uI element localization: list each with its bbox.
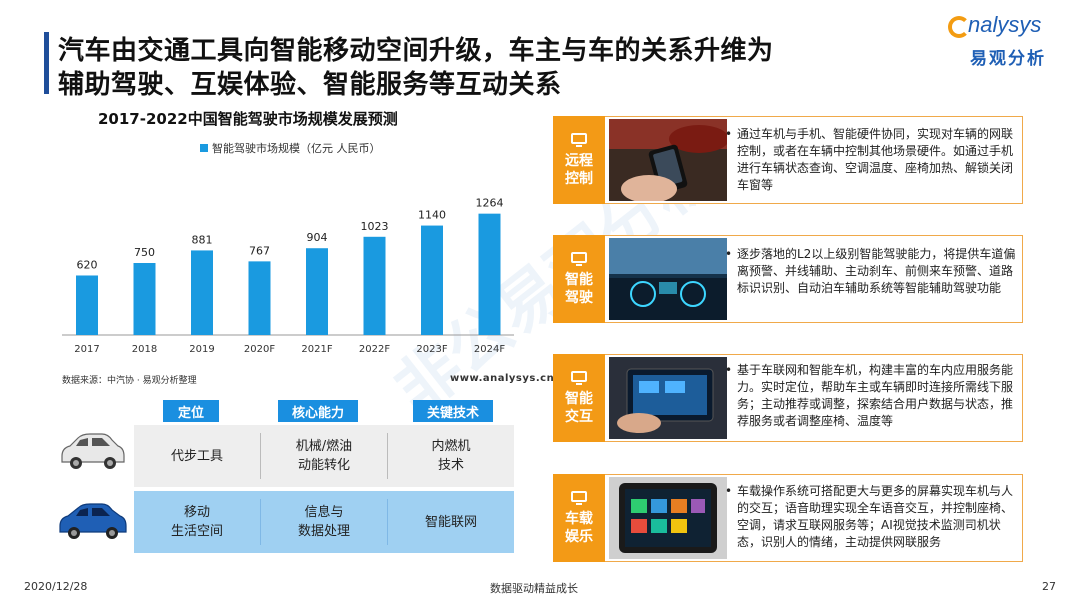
- entertainment-screen-image: [609, 477, 727, 559]
- data-label-2020F: 767: [249, 244, 270, 257]
- white-car-icon: [61, 433, 125, 469]
- row1-core-capability: 机械/燃油 动能转化: [295, 439, 353, 473]
- data-label-2018: 750: [134, 246, 155, 259]
- bar-chart: 620 2017 750 2018 881 2019 767 2020F 904 2021F 102…: [62, 197, 514, 355]
- blue-car-icon: [59, 503, 127, 539]
- panel-text-smart-driving: 逐步落地的L2以上级别智能驾驶能力，将提供车道偏离预警、并线辅助、主动刹车、前侧…: [725, 246, 1019, 297]
- screen-icon: [571, 490, 587, 505]
- divider: [260, 499, 261, 545]
- data-label-2024F: 1264: [476, 197, 504, 210]
- row1-key-tech: 内燃机 技术: [431, 439, 471, 473]
- table-header-core-capability: 核心能力: [278, 400, 358, 422]
- table-header-position: 定位: [163, 400, 219, 422]
- data-label-2023F: 1140: [418, 209, 446, 222]
- footer-date: 2020/12/28: [24, 580, 88, 593]
- divider: [387, 433, 388, 479]
- screen-icon: [571, 370, 587, 385]
- tick-label-2021F: 2021F: [301, 344, 332, 355]
- data-label-2021F: 904: [307, 231, 328, 244]
- screen-icon: [571, 251, 587, 266]
- data-label-2017: 620: [77, 258, 98, 271]
- table-row-1: 代步工具 机械/燃油 动能转化 内燃机 技术: [134, 425, 514, 487]
- logo-cn: 易观分析: [970, 49, 1046, 69]
- footer-page-number: 27: [1042, 580, 1056, 593]
- data-label-2022F: 1023: [361, 220, 389, 233]
- row2-core-capability: 信息与 数据处理: [297, 505, 350, 539]
- tick-label-2020F: 2020F: [244, 344, 275, 355]
- legend-label: 智能驾驶市场规模（亿元 人民币）: [212, 142, 381, 155]
- legend-swatch: [200, 144, 208, 152]
- data-label-2019: 881: [192, 233, 213, 246]
- tick-label-2017: 2017: [74, 344, 99, 355]
- table-row-2: 移动 生活空间 信息与 数据处理 智能联网: [134, 491, 514, 553]
- dashboard-image: [609, 238, 727, 320]
- touchscreen-image: [609, 357, 727, 439]
- panel-tab-smart-interaction: 智能 交互: [553, 354, 605, 442]
- logo-text: nalysys: [968, 12, 1042, 37]
- table-header-key-tech: 关键技术: [413, 400, 493, 422]
- row2-key-tech: 智能联网: [424, 514, 477, 530]
- bar-2024F: [478, 213, 501, 335]
- row1-position: 代步工具: [170, 448, 223, 464]
- panel-tab-in-car-entertainment: 车载 娱乐: [553, 474, 605, 562]
- page-title-line-2: 辅助驾驶、互娱体验、智能服务等互动关系: [58, 70, 562, 100]
- title-accent-bar: [44, 32, 49, 94]
- page-title-line-1: 汽车由交通工具向智能移动空间升级，车主与车的关系升维为: [58, 36, 774, 66]
- bar-2020F: [248, 261, 271, 335]
- tick-label-2024F: 2024F: [474, 344, 505, 355]
- tick-label-2019: 2019: [189, 344, 214, 355]
- divider: [260, 433, 261, 479]
- logo-icon: [948, 16, 970, 38]
- bar-2023F: [421, 225, 443, 335]
- panel-text-smart-interaction: 基于车联网和智能车机，构建丰富的车内应用服务能力。实时定位，帮助车主或车辆即时连…: [725, 362, 1019, 430]
- chart-legend: 智能驾驶市场规模（亿元 人民币）: [200, 140, 381, 156]
- panel-tab-smart-driving: 智能 驾驶: [553, 235, 605, 323]
- screen-icon: [571, 132, 587, 147]
- bar-2021F: [306, 248, 328, 335]
- panel-text-in-car-entertainment: 车载操作系统可搭配更大与更多的屏幕实现车机与人的交互；语音助理实现全车语音交互，…: [725, 483, 1019, 551]
- website-url: www.analysys.cn: [450, 373, 555, 384]
- tick-label-2018: 2018: [132, 344, 157, 355]
- tick-label-2022F: 2022F: [359, 344, 390, 355]
- tick-label-2023F: 2023F: [416, 344, 447, 355]
- footer-slogan: 数据驱动精益成长: [490, 582, 578, 595]
- bar-2017: [76, 275, 98, 335]
- bar-2019: [191, 250, 213, 335]
- bar-2018: [133, 263, 156, 335]
- chart-title: 2017-2022中国智能驾驶市场规模发展预测: [98, 110, 398, 128]
- panel-text-remote-control: 通过车机与手机、智能硬件协同，实现对车辆的网联控制，或者在车辆中控制其他场景硬件…: [725, 126, 1019, 194]
- data-source: 数据来源：中汽协 · 易观分析整理: [62, 376, 197, 386]
- divider: [387, 499, 388, 545]
- phone-car-image: [609, 119, 727, 201]
- row2-position: 移动 生活空间: [170, 505, 223, 539]
- panel-tab-remote-control: 远程 控制: [553, 116, 605, 204]
- bar-2022F: [363, 236, 386, 335]
